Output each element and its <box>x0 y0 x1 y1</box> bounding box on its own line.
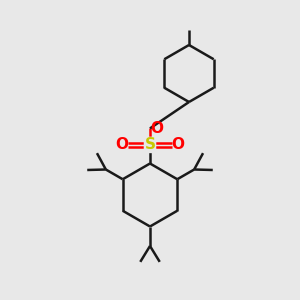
Text: O: O <box>115 137 128 152</box>
Text: O: O <box>172 137 185 152</box>
Text: O: O <box>150 121 163 136</box>
Text: S: S <box>145 137 155 152</box>
